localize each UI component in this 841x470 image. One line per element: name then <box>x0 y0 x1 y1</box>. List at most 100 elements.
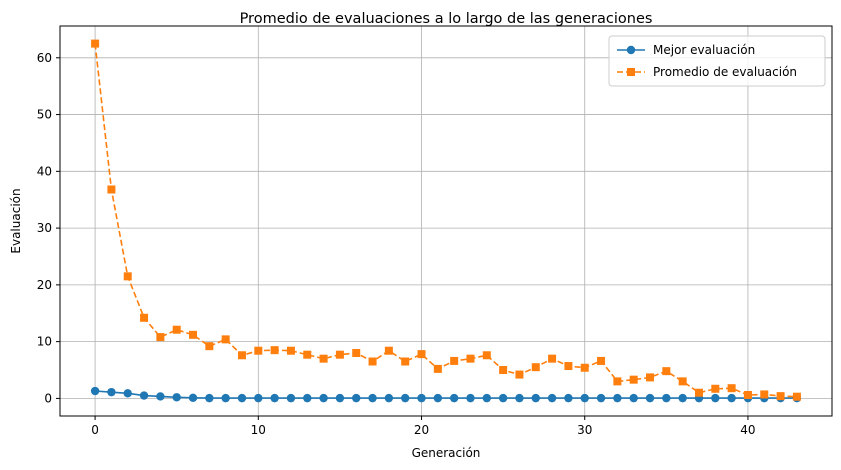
data-point <box>335 350 344 359</box>
x-tick-label: 0 <box>91 423 99 437</box>
data-point <box>319 393 328 403</box>
legend-box <box>608 35 826 87</box>
data-point <box>580 363 589 372</box>
data-point <box>629 393 638 403</box>
data-point <box>433 393 443 403</box>
data-point <box>286 393 296 403</box>
data-point <box>580 393 589 403</box>
data-point <box>727 393 736 403</box>
data-point <box>662 393 671 403</box>
data-point <box>515 393 524 403</box>
data-point <box>91 39 100 48</box>
data-point <box>368 393 377 403</box>
data-point <box>270 393 279 403</box>
data-point <box>303 393 312 403</box>
data-point <box>743 390 752 399</box>
data-point <box>678 377 687 386</box>
data-point <box>335 393 345 403</box>
y-tick-label: 60 <box>37 51 52 65</box>
x-tick-label: 30 <box>577 423 592 437</box>
legend-entry: Promedio de evaluación <box>617 65 797 79</box>
x-tick-label: 20 <box>414 423 429 437</box>
data-point <box>319 354 328 363</box>
data-point <box>548 354 557 363</box>
data-point <box>139 391 149 400</box>
data-point <box>254 393 263 403</box>
data-point <box>760 390 769 399</box>
y-tick-label: 50 <box>37 108 52 122</box>
data-point <box>629 375 638 384</box>
x-axis: 0 10 20 30 40 <box>91 416 756 437</box>
data-point <box>792 392 801 401</box>
legend-label: Mejor evaluación <box>653 43 755 57</box>
data-point <box>596 393 606 403</box>
data-point <box>237 351 246 360</box>
legend-marker <box>627 68 635 76</box>
data-point <box>433 364 442 373</box>
data-point <box>123 272 132 281</box>
data-point <box>678 393 687 403</box>
data-point <box>286 346 295 355</box>
data-point <box>613 393 622 403</box>
data-point <box>417 350 426 359</box>
data-point <box>107 387 116 397</box>
data-point <box>172 393 181 402</box>
data-point <box>172 325 181 334</box>
data-point <box>531 393 540 403</box>
data-point <box>646 373 655 382</box>
data-point <box>221 335 230 344</box>
data-point <box>384 346 393 355</box>
data-point <box>662 367 671 376</box>
plot-frame <box>59 25 833 417</box>
data-point <box>466 354 475 363</box>
data-point <box>466 393 475 403</box>
data-point <box>417 393 426 403</box>
data-point <box>450 356 459 365</box>
data-point <box>156 392 165 401</box>
data-point <box>711 393 720 403</box>
data-point <box>499 366 508 375</box>
legend-marker <box>626 45 636 55</box>
y-axis: 0 10 20 30 40 50 60 <box>37 51 60 405</box>
data-point <box>189 330 198 339</box>
y-tick-label: 0 <box>44 391 52 405</box>
data-point <box>107 185 116 194</box>
y-tick-label: 20 <box>37 278 52 292</box>
x-tick-label: 40 <box>740 423 755 437</box>
data-point <box>531 363 540 372</box>
series-layer <box>90 39 802 403</box>
data-point <box>564 393 573 403</box>
data-point <box>237 393 247 403</box>
chart-title: Promedio de evaluaciones a lo largo de l… <box>240 11 653 27</box>
data-point <box>188 393 198 403</box>
data-point <box>547 393 557 403</box>
series-2 <box>91 39 801 401</box>
x-axis-title: Generación <box>412 446 481 460</box>
data-point <box>156 333 165 342</box>
legend-label: Promedio de evaluación <box>653 65 797 79</box>
y-tick-label: 10 <box>37 335 52 349</box>
data-point <box>205 393 214 403</box>
data-point <box>254 346 263 355</box>
data-point <box>776 392 785 401</box>
data-point <box>140 313 149 322</box>
data-point <box>564 362 573 371</box>
data-point <box>205 342 214 351</box>
y-tick-label: 30 <box>37 221 52 235</box>
data-point <box>694 388 703 397</box>
x-tick-label: 10 <box>251 423 266 437</box>
data-point <box>401 357 410 366</box>
data-point <box>711 384 720 393</box>
legend-entry: Mejor evaluación <box>617 43 755 57</box>
data-point <box>384 393 394 403</box>
data-point <box>352 348 361 357</box>
data-point <box>221 393 230 403</box>
data-point <box>515 370 524 379</box>
data-point <box>613 377 622 386</box>
data-point <box>123 389 132 398</box>
data-point <box>352 393 361 403</box>
y-axis-title: Evaluación <box>9 188 23 253</box>
data-point <box>449 393 459 403</box>
legend: Mejor evaluación Promedio de evaluación <box>608 35 826 87</box>
